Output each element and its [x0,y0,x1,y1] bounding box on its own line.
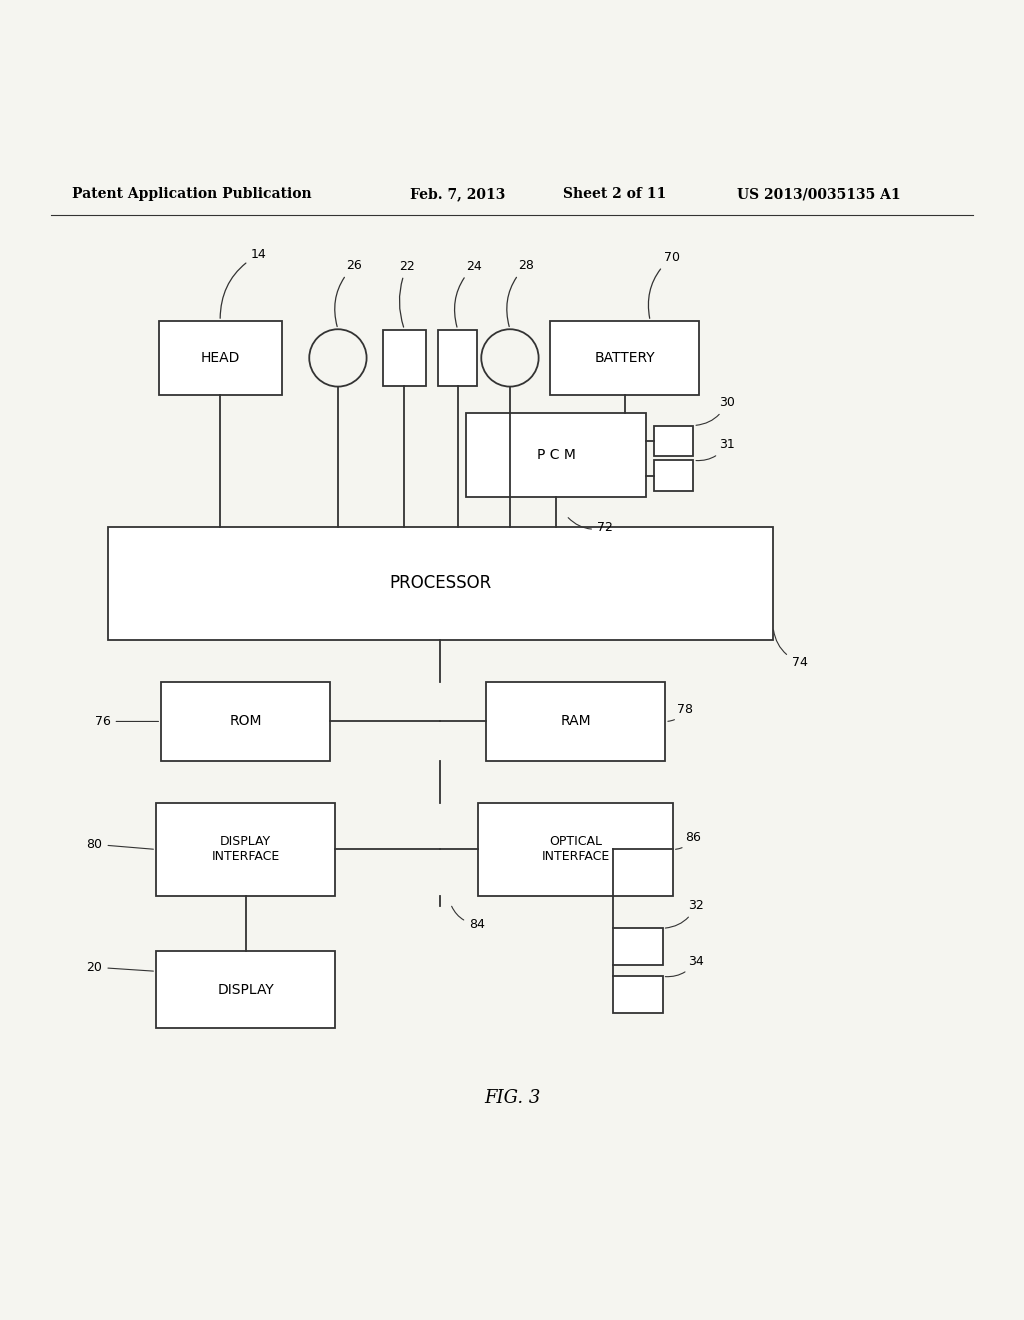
FancyBboxPatch shape [438,330,477,385]
Text: RAM: RAM [560,714,591,729]
Text: 20: 20 [86,961,154,974]
Text: DISPLAY
INTERFACE: DISPLAY INTERFACE [212,836,280,863]
FancyBboxPatch shape [486,681,666,762]
Text: Feb. 7, 2013: Feb. 7, 2013 [410,187,505,201]
FancyBboxPatch shape [654,461,693,491]
Text: BATTERY: BATTERY [594,351,655,364]
FancyBboxPatch shape [159,321,282,395]
Text: 76: 76 [94,715,159,727]
Text: 32: 32 [666,899,703,928]
Text: P C M: P C M [537,449,575,462]
Text: 34: 34 [666,954,703,977]
FancyBboxPatch shape [156,804,336,895]
FancyBboxPatch shape [156,952,336,1028]
Text: 24: 24 [455,260,481,327]
Text: DISPLAY: DISPLAY [217,982,274,997]
Text: US 2013/0035135 A1: US 2013/0035135 A1 [737,187,901,201]
Text: 26: 26 [335,259,361,326]
Text: ROM: ROM [229,714,262,729]
Text: 70: 70 [648,251,680,318]
Text: 31: 31 [696,438,734,461]
Text: 78: 78 [668,702,693,721]
Text: 74: 74 [773,630,808,668]
Text: PROCESSOR: PROCESSOR [389,574,492,593]
Text: HEAD: HEAD [201,351,240,364]
Text: OPTICAL
INTERFACE: OPTICAL INTERFACE [542,836,609,863]
FancyBboxPatch shape [613,977,663,1014]
FancyBboxPatch shape [383,330,426,385]
FancyBboxPatch shape [654,425,693,457]
FancyBboxPatch shape [613,928,663,965]
FancyBboxPatch shape [478,804,673,895]
Text: Patent Application Publication: Patent Application Publication [72,187,311,201]
Text: 28: 28 [507,259,535,326]
Text: 14: 14 [220,248,266,318]
Text: 22: 22 [399,260,415,327]
Text: Sheet 2 of 11: Sheet 2 of 11 [563,187,667,201]
FancyBboxPatch shape [467,413,646,498]
Text: 30: 30 [696,396,735,425]
FancyBboxPatch shape [551,321,698,395]
Text: 84: 84 [452,907,485,931]
Text: 72: 72 [568,517,613,535]
Text: 80: 80 [86,838,154,851]
FancyBboxPatch shape [108,527,773,639]
Text: 86: 86 [676,830,701,849]
Text: FIG. 3: FIG. 3 [483,1089,541,1107]
FancyBboxPatch shape [161,681,330,762]
